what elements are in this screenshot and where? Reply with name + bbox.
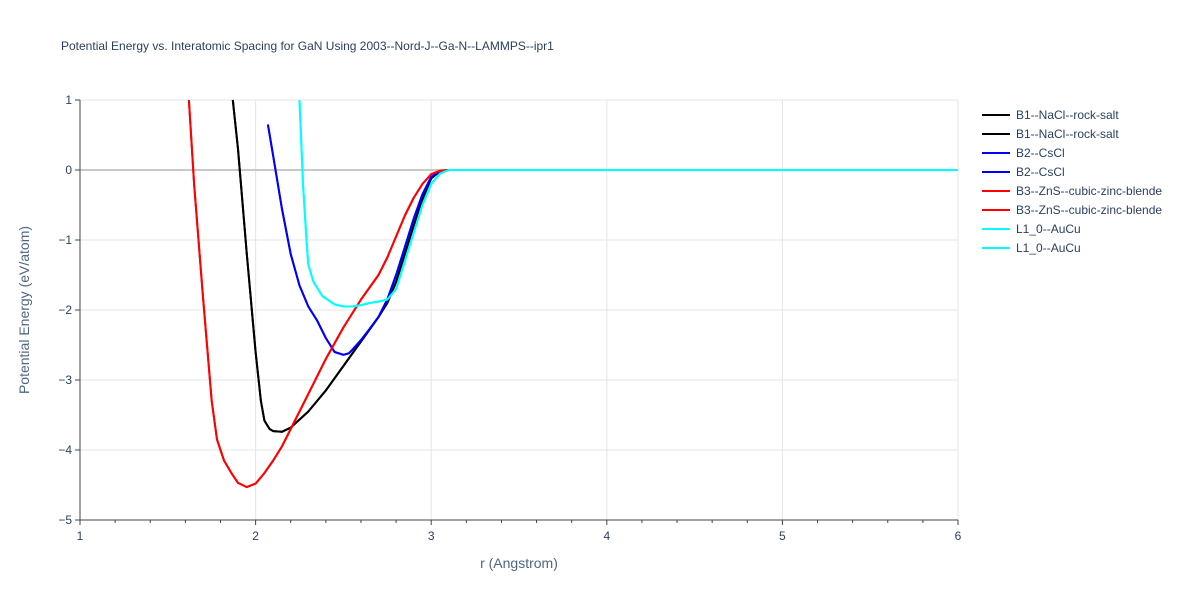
legend-item[interactable]: B2--CsCl <box>982 165 1065 179</box>
legend-item[interactable]: L1_0--AuCu <box>982 222 1081 236</box>
y-tick-label: −4 <box>58 443 72 457</box>
series-lines <box>187 99 958 489</box>
axes <box>75 99 959 525</box>
y-tick-label: −2 <box>58 303 72 317</box>
legend[interactable]: B1--NaCl--rock-salt B1--NaCl--rock-salt B2… <box>982 108 1162 255</box>
legend-label: B3--ZnS--cubic-zinc-blende <box>1016 203 1162 217</box>
chart-title: Potential Energy vs. Interatomic Spacing… <box>61 39 554 53</box>
legend-label: B2--CsCl <box>1016 165 1065 179</box>
legend-item[interactable]: B2--CsCl <box>982 146 1065 160</box>
legend-item[interactable]: B3--ZnS--cubic-zinc-blende <box>982 203 1162 217</box>
y-tick-label: 0 <box>65 163 72 177</box>
series-line <box>187 99 958 489</box>
legend-label: L1_0--AuCu <box>1016 222 1081 236</box>
legend-label: B1--NaCl--rock-salt <box>1016 127 1119 141</box>
legend-label: B3--ZnS--cubic-zinc-blende <box>1016 184 1162 198</box>
x-axis-title: r (Angstrom) <box>480 555 558 571</box>
legend-label: B1--NaCl--rock-salt <box>1016 108 1119 122</box>
x-tick-label: 4 <box>603 529 610 543</box>
x-tick-label: 2 <box>252 529 259 543</box>
y-axis-title: Potential Energy (eV/atom) <box>16 226 32 394</box>
tick-labels: 1 2 3 4 5 6 1 0 −1 −2 −3 −4 −5 <box>58 93 961 543</box>
legend-label: B2--CsCl <box>1016 146 1065 160</box>
y-tick-label: −1 <box>58 233 72 247</box>
x-tick-label: 3 <box>428 529 435 543</box>
grid <box>80 99 959 520</box>
series-line <box>187 99 958 489</box>
x-tick-label: 5 <box>779 529 786 543</box>
x-tick-label: 6 <box>955 529 962 543</box>
legend-item[interactable]: B1--NaCl--rock-salt <box>982 108 1119 122</box>
y-tick-label: 1 <box>65 93 72 107</box>
legend-label: L1_0--AuCu <box>1016 241 1081 255</box>
x-tick-label: 1 <box>77 529 84 543</box>
series-line <box>231 99 958 433</box>
y-tick-label: −5 <box>58 513 72 527</box>
series-line <box>231 99 958 433</box>
series-line <box>298 99 958 308</box>
y-tick-label: −3 <box>58 373 72 387</box>
legend-item[interactable]: L1_0--AuCu <box>982 241 1081 255</box>
legend-item[interactable]: B3--ZnS--cubic-zinc-blende <box>982 184 1162 198</box>
legend-item[interactable]: B1--NaCl--rock-salt <box>982 127 1119 141</box>
